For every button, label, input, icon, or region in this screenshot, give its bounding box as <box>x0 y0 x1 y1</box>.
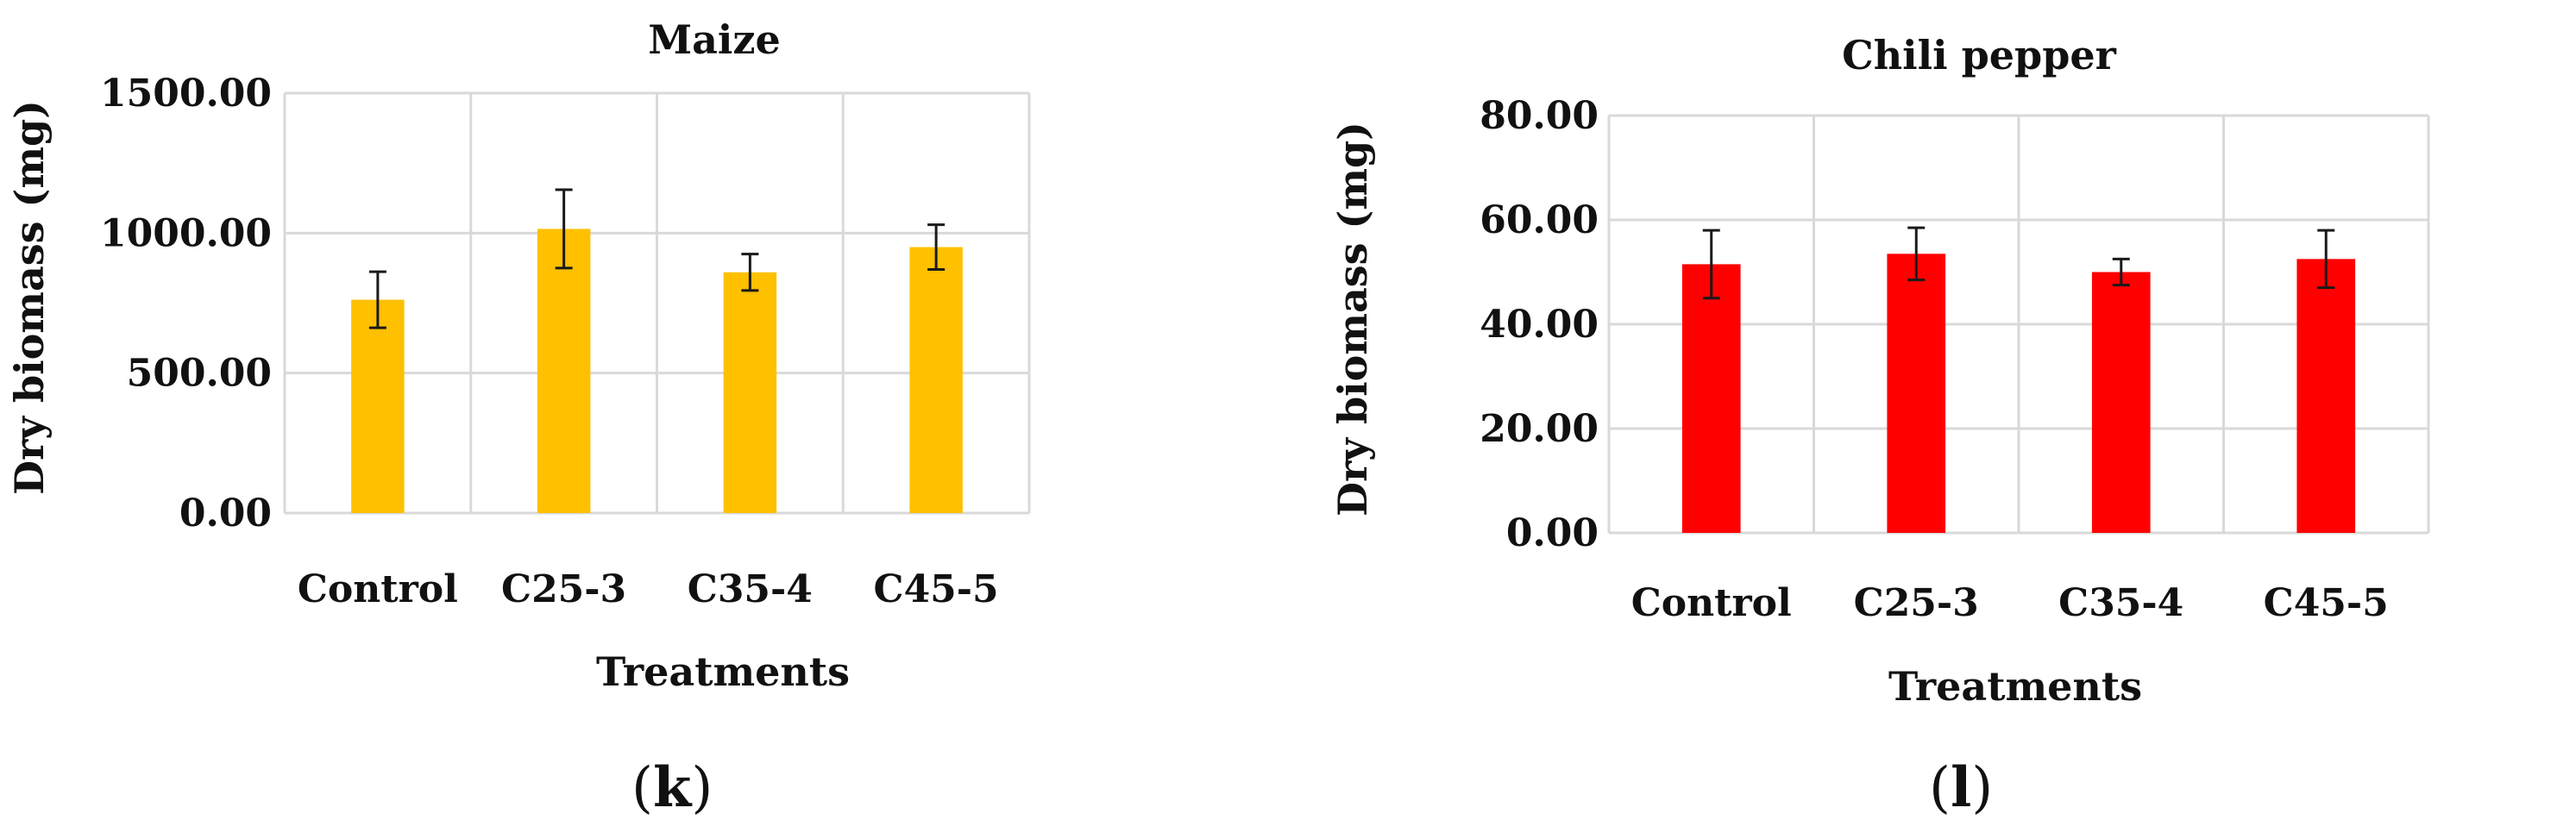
y-tick-label: 60.00 <box>1480 198 1599 242</box>
bar <box>351 299 405 513</box>
x-tick-label: Control <box>298 567 458 611</box>
chart-title: Maize <box>648 16 781 63</box>
y-tick-label: 80.00 <box>1480 94 1599 138</box>
x-tick-label: C25-3 <box>501 567 626 611</box>
chart-title: Chili pepper <box>1842 32 2117 78</box>
x-tick-label: C45-5 <box>2264 581 2389 625</box>
bar <box>723 272 777 513</box>
bar <box>2091 272 2151 533</box>
bar <box>2296 259 2356 533</box>
plot-area: 0.00 500.00 1000.00 1500.00 Control C25-3 C35-… <box>100 72 1031 611</box>
y-tick-label: 1000.00 <box>100 211 272 255</box>
bar <box>1887 254 1946 533</box>
y-tick-label: 20.00 <box>1480 407 1599 451</box>
chart-maize: Maize 0.00 500.00 1000.00 1500.00 Control C25… <box>6 16 1031 820</box>
y-tick-label: 500.00 <box>127 352 272 396</box>
chart-chili-pepper: Chili pepper 0.00 20.00 40.00 60.00 80.00 Con… <box>1329 32 2430 820</box>
y-tick-label: 1500.00 <box>100 72 272 116</box>
bar <box>909 247 963 513</box>
bar <box>537 229 591 513</box>
x-tick-label: Control <box>1631 581 1792 625</box>
y-axis-label: Dry biomass (mg) <box>1329 122 1376 517</box>
y-tick-label: 0.00 <box>1506 511 1599 555</box>
y-tick-label: 0.00 <box>179 492 272 535</box>
y-tick-label: 40.00 <box>1480 303 1599 347</box>
bar <box>1681 264 1741 533</box>
x-axis-label: Treatments <box>1888 663 2142 710</box>
x-tick-label: C45-5 <box>874 567 999 611</box>
x-axis-label: Treatments <box>596 648 850 695</box>
x-tick-label: C35-4 <box>688 567 813 611</box>
panel-label: (k) <box>631 755 713 820</box>
plot-area: 0.00 20.00 40.00 60.00 80.00 Control C25-3 C35-… <box>1480 94 2430 625</box>
x-tick-label: C35-4 <box>2058 581 2183 625</box>
panel-label: (l) <box>1929 755 1993 820</box>
y-axis-label: Dry biomass (mg) <box>6 100 53 495</box>
x-tick-label: C25-3 <box>1854 581 1979 625</box>
